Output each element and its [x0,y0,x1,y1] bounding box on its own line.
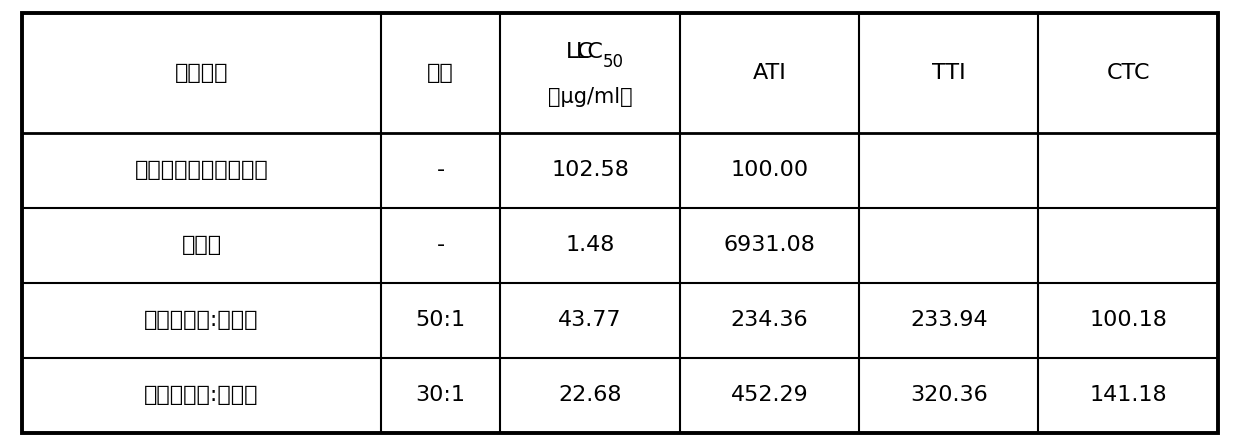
Text: LC: LC [565,41,593,62]
Text: （μg/ml）: （μg/ml） [548,87,632,107]
Text: 22.68: 22.68 [558,385,622,405]
Text: ATI: ATI [753,63,786,83]
Text: 50: 50 [603,54,624,71]
Text: 树皮提取物:噮唑膝: 树皮提取物:噮唑膝 [144,385,259,405]
Text: 1.48: 1.48 [565,235,615,255]
Text: -: - [436,160,445,180]
Text: 50:1: 50:1 [415,310,466,330]
Text: TTI: TTI [932,63,966,83]
Text: 320.36: 320.36 [910,385,987,405]
Text: 234.36: 234.36 [730,310,808,330]
Text: 233.94: 233.94 [910,310,987,330]
Text: 噮唑膝: 噮唑膝 [181,235,222,255]
Text: LC: LC [577,41,604,62]
Text: 树皮提取物:噮唑膝: 树皮提取物:噮唑膝 [144,310,259,330]
Text: 供试药剂: 供试药剂 [175,63,228,83]
Text: 102.58: 102.58 [551,160,629,180]
Text: 141.18: 141.18 [1089,385,1167,405]
Text: 452.29: 452.29 [730,385,808,405]
Text: 夿竹桃树皮乙醇提取物: 夿竹桃树皮乙醇提取物 [135,160,269,180]
Text: 100.18: 100.18 [1089,310,1167,330]
Text: CTC: CTC [1106,63,1149,83]
Text: 30:1: 30:1 [415,385,466,405]
Text: 43.77: 43.77 [558,310,622,330]
Text: 配比: 配比 [428,63,454,83]
Text: -: - [436,235,445,255]
Text: 6931.08: 6931.08 [723,235,816,255]
Text: 100.00: 100.00 [730,160,808,180]
